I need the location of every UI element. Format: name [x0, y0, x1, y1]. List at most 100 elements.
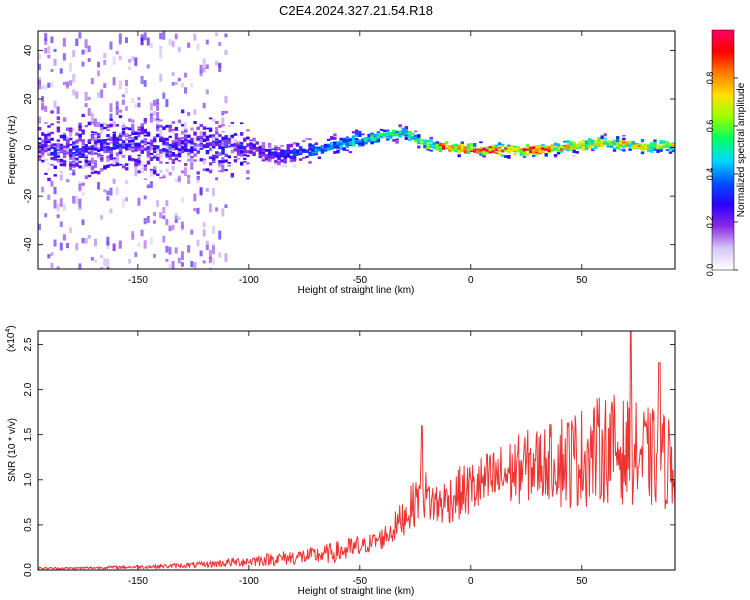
spectrogram-cell — [62, 145, 67, 149]
spectrogram-cell — [56, 106, 60, 114]
spectrogram-cell — [103, 59, 107, 65]
spectrogram-cell — [62, 157, 67, 159]
spectrogram-cell — [454, 149, 458, 153]
spectrogram-cell — [174, 146, 179, 151]
y-tick-label: 20 — [23, 93, 34, 105]
spectrogram-cell — [90, 144, 95, 147]
spectrogram-cell — [485, 148, 489, 152]
spectrogram-cell — [239, 153, 244, 158]
spectrogram-cell — [87, 235, 91, 239]
spectrogram-cell — [336, 141, 340, 144]
spectrogram-cell — [106, 147, 110, 150]
spectrogram-cell — [507, 155, 511, 159]
spectrogram-cell — [159, 169, 163, 174]
colorbar-label: Normalized spectral amplitude — [736, 82, 747, 217]
spectrogram-cell — [118, 240, 122, 249]
spectrogram-cell — [671, 150, 675, 153]
spectrogram-cell — [463, 149, 468, 154]
spectrogram-cell — [140, 170, 144, 173]
spectrogram-cell — [56, 155, 61, 158]
spectrogram-cell — [103, 150, 107, 154]
spectrogram-cell — [134, 131, 138, 135]
spectrogram-cell — [560, 144, 564, 149]
spectrogram-cell — [249, 146, 253, 150]
spectrogram-cell — [47, 151, 51, 155]
spectrogram-cell — [239, 122, 244, 125]
spectrogram-cell — [75, 157, 79, 161]
spectrogram-cell — [62, 137, 67, 141]
spectrogram-cell — [525, 146, 530, 149]
spectrogram-cell — [177, 152, 182, 156]
spectrogram-cell — [625, 140, 629, 143]
spectrogram-cell — [556, 149, 561, 153]
spectrogram-cell — [417, 140, 421, 144]
spectrogram-cell — [622, 149, 626, 152]
spectrogram-cell — [438, 142, 443, 145]
spectrogram-cell — [647, 144, 651, 148]
spectrogram-cell — [212, 142, 216, 145]
spectrogram-cell — [619, 148, 623, 151]
spectrogram-cell — [345, 136, 350, 139]
spectrogram-cell — [653, 145, 657, 150]
spectrogram-cell — [292, 158, 297, 162]
spectrogram-cell — [149, 42, 153, 49]
spectrogram-cell — [75, 152, 79, 155]
spectrogram-cell — [87, 160, 92, 163]
spectrogram-cell — [544, 145, 548, 149]
spectrogram-cell — [149, 158, 154, 162]
spectrogram-cell — [345, 149, 350, 152]
spectrogram-cell — [118, 153, 123, 157]
spectrogram-cell — [392, 130, 396, 133]
spectrogram-cell — [640, 138, 645, 143]
spectrogram-cell — [280, 151, 284, 155]
spectrogram-cell — [59, 147, 64, 150]
spectrogram-cell — [53, 157, 57, 161]
spectrogram-cell — [137, 134, 141, 138]
spectrogram-cell — [196, 208, 200, 214]
spectrogram-cell — [84, 124, 89, 128]
spectrogram-cell — [280, 149, 284, 152]
spectrogram-cell — [93, 139, 97, 145]
spectrogram-cell — [227, 137, 231, 140]
spectrogram-cell — [62, 204, 66, 211]
spectrogram-cell — [535, 148, 539, 152]
spectrogram-cell — [510, 145, 514, 149]
spectrogram-cell — [62, 160, 67, 163]
spectrogram-cell — [159, 32, 163, 40]
spectrogram-cell — [137, 170, 141, 174]
spectrogram-cell — [271, 155, 275, 160]
spectrogram-cell — [38, 223, 41, 231]
spectrogram-cell — [81, 219, 85, 226]
spectrogram-cell — [401, 133, 405, 137]
spectrogram-cell — [180, 136, 185, 140]
spectrogram-cell — [233, 142, 238, 146]
spectrogram-cell — [81, 146, 85, 149]
spectrogram-cell — [243, 157, 247, 161]
spectrogram-cell — [227, 142, 231, 145]
spectrogram-cell — [395, 140, 399, 144]
spectrogram-cell — [149, 118, 153, 123]
spectrogram-cell — [97, 135, 101, 139]
spectrogram-cell — [100, 267, 104, 269]
spectrogram-cell — [230, 137, 235, 140]
spectrogram-cell — [171, 128, 176, 131]
spectrogram-cell — [224, 137, 228, 140]
spectrogram-cell — [218, 160, 222, 164]
spectrogram-cell — [295, 153, 300, 156]
spectrogram-cell — [93, 132, 97, 142]
spectrogram-cell — [93, 258, 97, 264]
spectrogram-cell — [190, 162, 194, 170]
spectrogram-cell — [609, 142, 614, 147]
spectrogram-cell — [97, 92, 101, 96]
spectrogram-cell — [326, 145, 331, 148]
spectrogram-cell — [118, 138, 123, 141]
spectrogram-cell — [361, 133, 365, 136]
spectrogram-cell — [137, 197, 141, 206]
spectrogram-cell — [460, 141, 464, 145]
spectrogram-cell — [441, 145, 446, 149]
spectrogram-cell — [184, 87, 188, 94]
spectrogram-cell — [109, 124, 113, 128]
spectrogram-cell — [364, 142, 368, 145]
spectrogram-cell — [137, 131, 141, 135]
spectrogram-cell — [177, 77, 181, 82]
